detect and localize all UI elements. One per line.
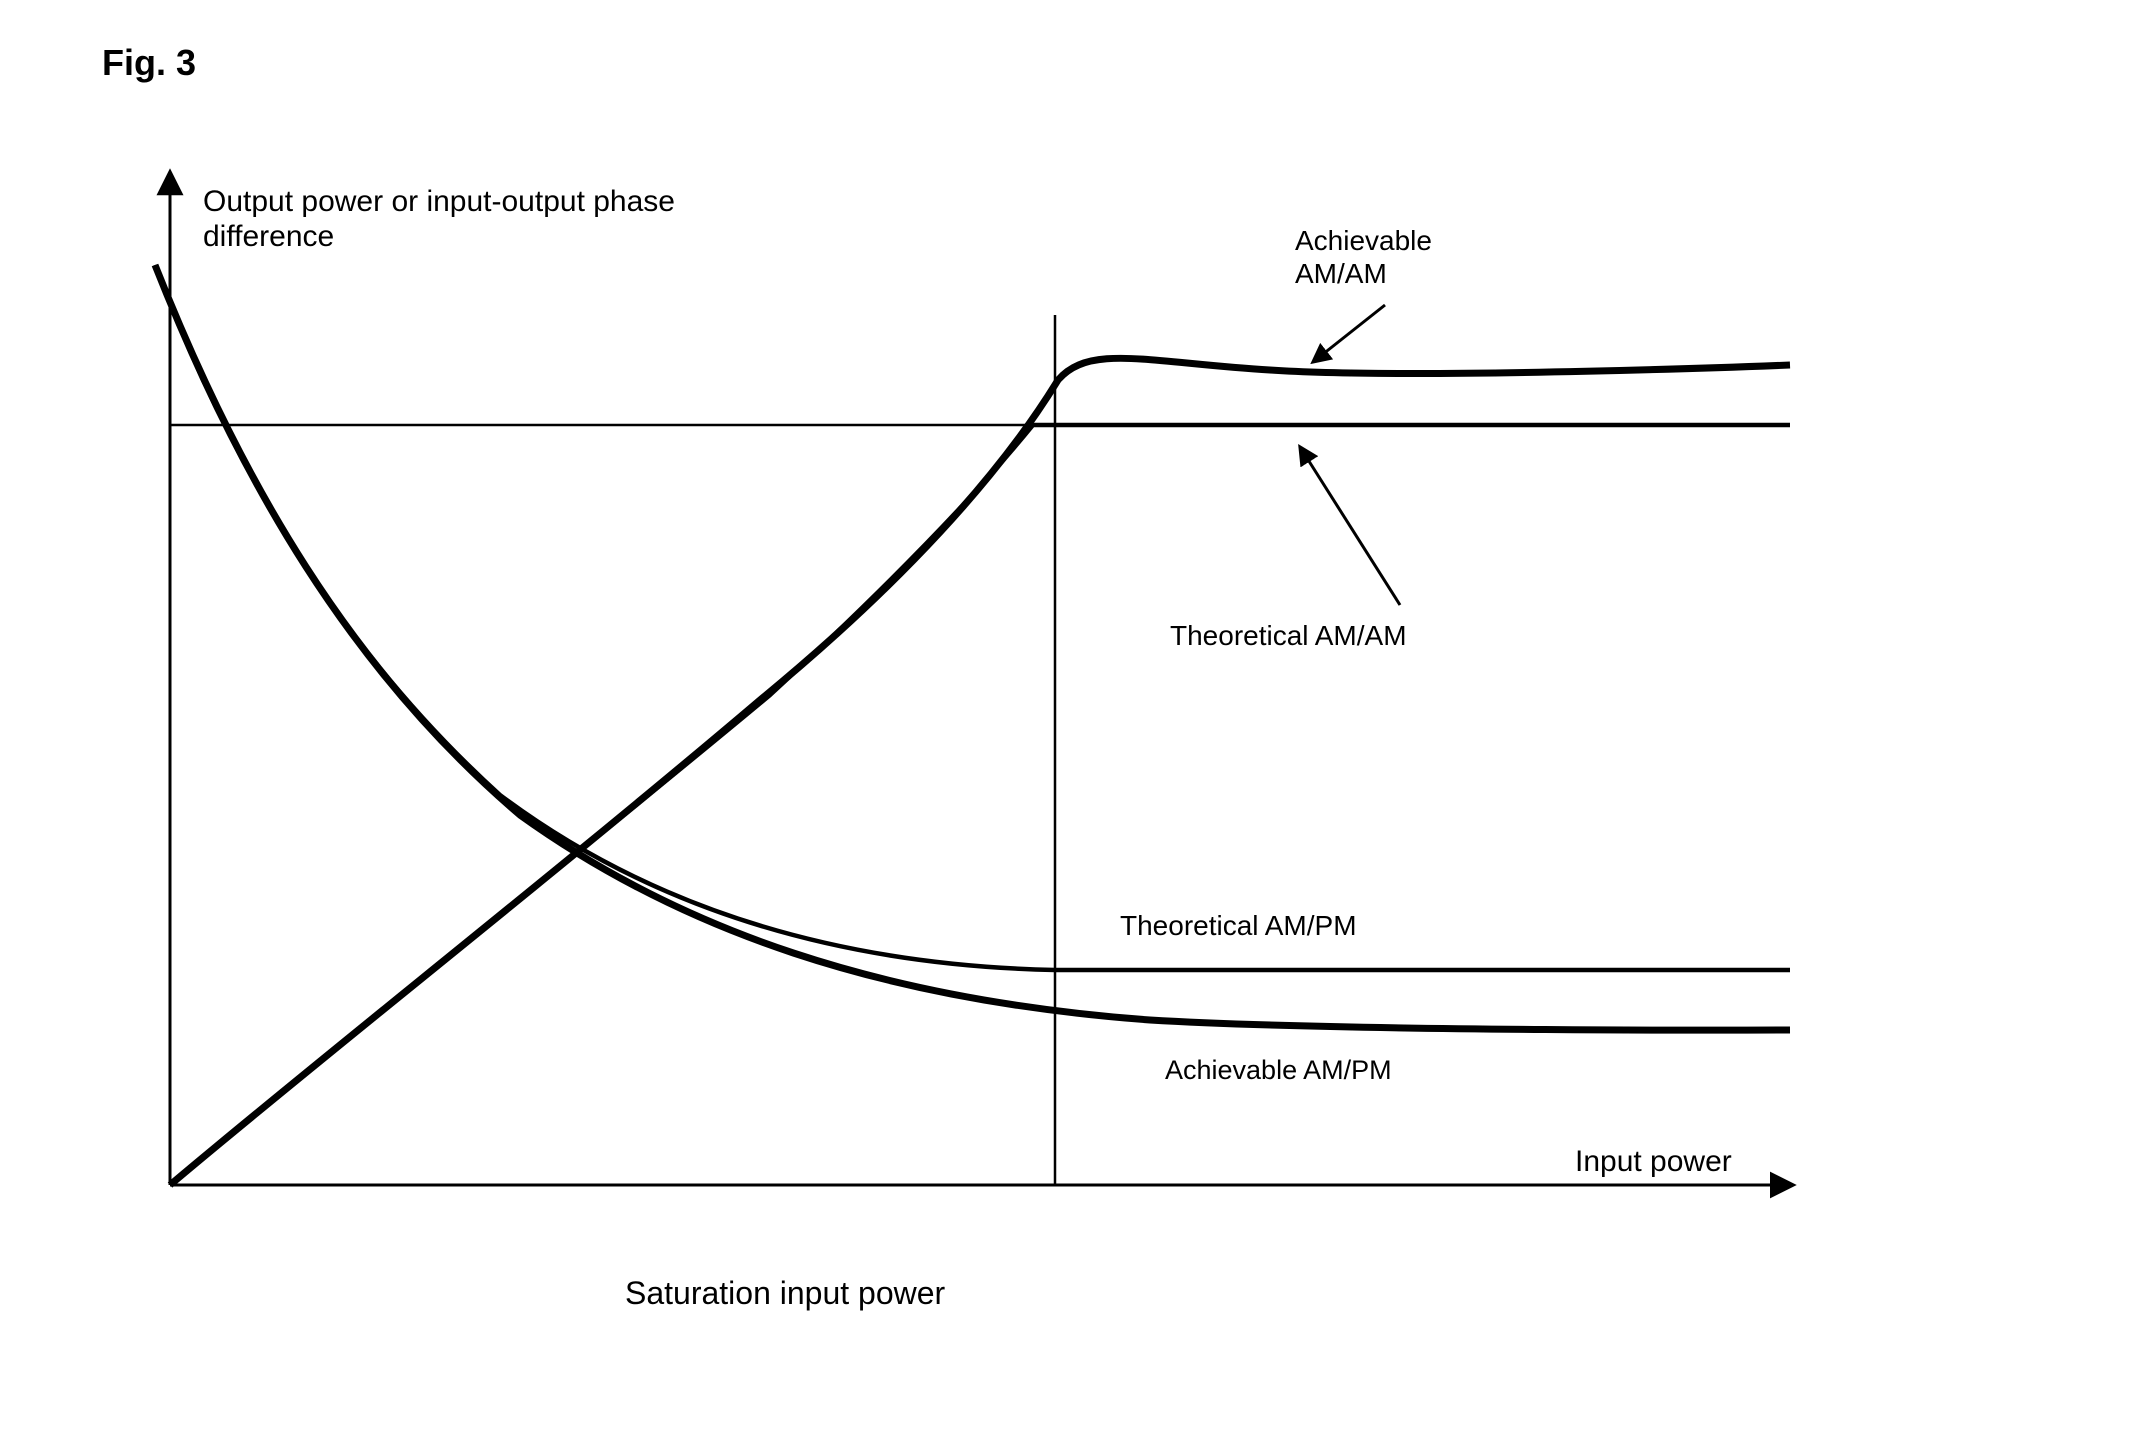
curve-achievable-ampm xyxy=(155,265,1790,1030)
plot-svg xyxy=(0,0,2142,1446)
figure-container: Fig. 3 Output power or input-output phas… xyxy=(0,0,2142,1446)
curve-achievable-amam xyxy=(170,358,1790,1185)
arrow-achievable-amam xyxy=(1313,305,1385,362)
arrow-theoretical-amam xyxy=(1300,447,1400,605)
curve-theoretical-amam xyxy=(170,425,1790,1185)
